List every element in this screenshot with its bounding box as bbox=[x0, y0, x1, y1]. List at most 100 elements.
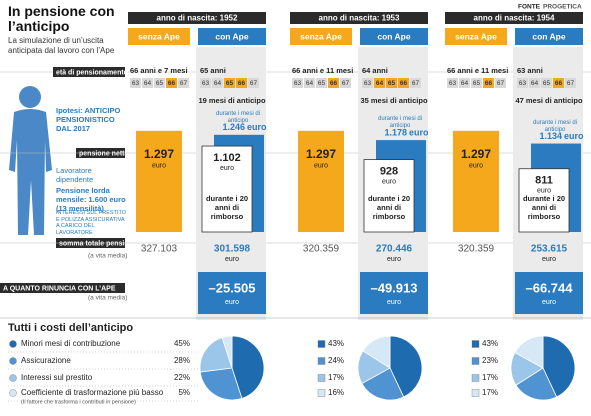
age-box bbox=[471, 78, 482, 88]
age-tick: 65 bbox=[543, 80, 551, 87]
age-tick: 63 bbox=[294, 80, 302, 87]
age-tick: 63 bbox=[132, 80, 140, 87]
pie-swatch bbox=[471, 357, 480, 365]
with-bar bbox=[518, 168, 570, 233]
loss-box bbox=[360, 272, 428, 314]
age-box bbox=[459, 78, 470, 88]
age-box bbox=[362, 78, 373, 88]
without-header bbox=[128, 28, 190, 45]
age-tick: 66 bbox=[555, 80, 563, 87]
age-tick: 65 bbox=[226, 80, 234, 87]
age-tick: 64 bbox=[531, 80, 539, 87]
with-header bbox=[515, 28, 583, 45]
life-note: (a vita media) bbox=[88, 253, 127, 260]
age-tick: 65 bbox=[318, 80, 326, 87]
group-header-bar bbox=[290, 12, 428, 24]
euro: euro bbox=[152, 163, 166, 170]
life-note: (a vita media) bbox=[88, 295, 127, 302]
without-header bbox=[290, 28, 352, 45]
pie-percent: 24% bbox=[328, 356, 344, 365]
pie-swatch bbox=[317, 340, 326, 348]
age: 66 anni e 11 mesi bbox=[447, 66, 508, 75]
silhouette bbox=[9, 86, 52, 235]
advance: 35 mesi di anticipo bbox=[360, 96, 428, 105]
without-bar bbox=[136, 130, 182, 232]
group-header: anno di nascita: 1954 bbox=[474, 14, 555, 23]
without-total: 320.359 bbox=[458, 244, 495, 255]
legend-label: Assicurazione bbox=[21, 356, 71, 365]
age-box bbox=[304, 78, 315, 88]
age-box bbox=[130, 78, 141, 88]
note: INTERESSI SUL PRESTITO E POLIZZA ASSICUR… bbox=[56, 210, 126, 236]
net-pension-label: pensione netta bbox=[79, 150, 129, 157]
silhouette-head bbox=[19, 86, 41, 108]
silhouette-body bbox=[9, 109, 52, 235]
pie-swatch bbox=[471, 340, 480, 348]
legend-label: Coefficiente di trasformazione più basso bbox=[21, 388, 164, 397]
age: 66 anni e 7 mesi bbox=[130, 66, 188, 75]
age-box bbox=[248, 78, 259, 88]
pie-slice bbox=[542, 335, 576, 398]
pie-percent: 17% bbox=[482, 373, 498, 382]
repay-note: durante i 20 anni di rimborso bbox=[522, 194, 566, 221]
with-header bbox=[360, 28, 428, 45]
age-box bbox=[292, 78, 303, 88]
repay-note: durante i 20 anni di rimborso bbox=[367, 194, 411, 221]
pie-percent: 43% bbox=[328, 339, 344, 348]
age-tick: 66 bbox=[168, 80, 176, 87]
age-box bbox=[316, 78, 327, 88]
advance-note: durante i mesi di anticipo bbox=[377, 116, 423, 130]
without-label: senza Ape bbox=[455, 31, 497, 41]
age-tick: 63 bbox=[519, 80, 527, 87]
age-tick: 65 bbox=[473, 80, 481, 87]
group-header-bar bbox=[445, 12, 583, 24]
age-box bbox=[410, 78, 421, 88]
pie-slice bbox=[221, 335, 233, 369]
euro: euro bbox=[542, 256, 556, 263]
loss: –49.913 bbox=[371, 280, 418, 295]
pie-percent: 43% bbox=[482, 339, 498, 348]
age: 63 anni bbox=[517, 66, 543, 75]
age-box bbox=[166, 78, 177, 88]
age-box bbox=[340, 78, 351, 88]
legend-swatch bbox=[9, 374, 17, 382]
pie-swatch bbox=[471, 389, 480, 397]
pie-slice bbox=[199, 367, 243, 401]
pie-slice bbox=[231, 335, 265, 399]
advance-note: durante i mesi di anticipo bbox=[215, 110, 261, 124]
euro: euro bbox=[314, 163, 328, 170]
with-total: 301.598 bbox=[214, 244, 251, 255]
age-tick: 67 bbox=[412, 80, 420, 87]
age-tick: 64 bbox=[214, 80, 222, 87]
age-box bbox=[553, 78, 564, 88]
retirement-age-label: età di pensionamento bbox=[56, 69, 128, 76]
age-tick: 65 bbox=[156, 80, 164, 87]
source: PROGETICA bbox=[543, 4, 582, 11]
age-box bbox=[495, 78, 506, 88]
euro: euro bbox=[542, 299, 556, 306]
euro: euro bbox=[225, 299, 239, 306]
pie-slice bbox=[515, 367, 558, 401]
group-header-bar bbox=[128, 12, 266, 24]
advance: 47 mesi di anticipo bbox=[515, 96, 583, 105]
age-tick: 66 bbox=[238, 80, 246, 87]
worker: Lavoratore dipendente bbox=[56, 166, 94, 184]
pie-swatch bbox=[317, 389, 326, 397]
total-label: somma totale pensioni bbox=[59, 240, 135, 247]
legend-note: (Il fattore che trasforma i contributi i… bbox=[21, 399, 136, 405]
without-value: 1.297 bbox=[461, 147, 491, 161]
group-header: anno di nascita: 1952 bbox=[157, 14, 238, 23]
without-value: 1.297 bbox=[306, 147, 336, 161]
pie-swatch bbox=[471, 374, 480, 382]
without-total: 327.103 bbox=[141, 244, 178, 255]
repay-note: durante i 20 anni di rimborso bbox=[205, 194, 249, 221]
costs-title: Tutti i costi dell’anticipo bbox=[8, 322, 133, 334]
without-label: senza Ape bbox=[300, 31, 342, 41]
age-tick: 67 bbox=[567, 80, 575, 87]
pie-slice bbox=[361, 367, 405, 401]
loss-box bbox=[515, 272, 583, 314]
renounce-label-bar bbox=[0, 283, 125, 293]
hypothesis: Ipotesi: ANTICIPO PENSIONISTICO DAL 2017 bbox=[56, 106, 121, 133]
without-header bbox=[445, 28, 507, 45]
